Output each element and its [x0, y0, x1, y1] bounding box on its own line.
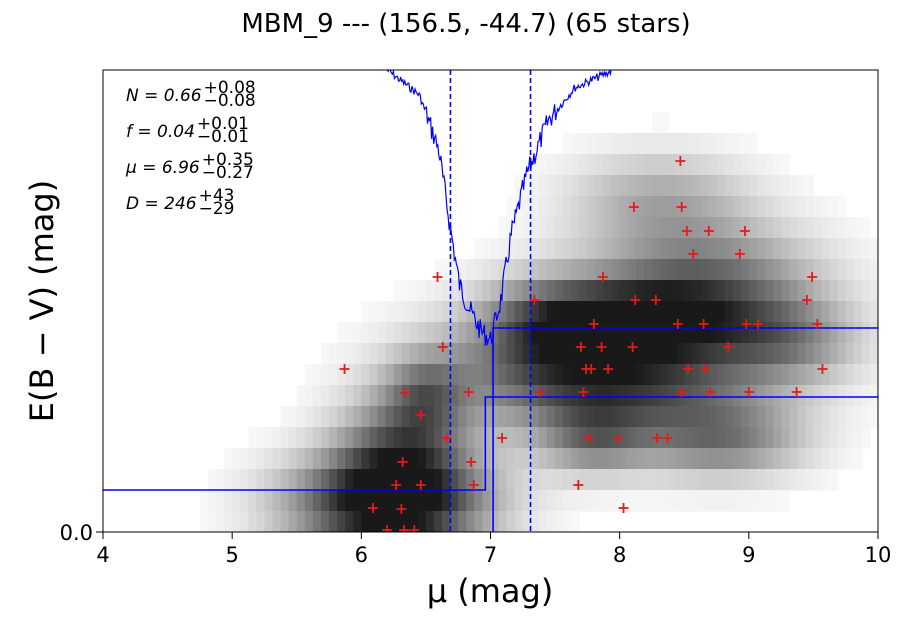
star-marker	[463, 387, 474, 397]
star-marker	[409, 525, 420, 532]
star-marker	[652, 433, 663, 443]
star-marker	[650, 295, 661, 305]
star-marker	[812, 319, 823, 329]
star-marker	[628, 202, 639, 212]
svg-text:−0.08: −0.08	[204, 91, 256, 111]
star-marker	[688, 249, 699, 259]
star-marker	[618, 503, 629, 513]
star-marker	[415, 480, 426, 490]
x-tick-label: 10	[865, 543, 892, 567]
fit-annotation: D = 246	[126, 194, 197, 214]
star-marker	[752, 319, 763, 329]
star-marker	[817, 364, 828, 374]
star-marker	[705, 387, 716, 397]
svg-text:+43: +43	[199, 186, 235, 206]
star-marker	[703, 226, 714, 236]
svg-text:−29: −29	[199, 199, 235, 219]
credible-interval-lines	[449, 70, 532, 532]
chart-title: MBM_9 --- (156.5, -44.7) (65 stars)	[241, 9, 690, 39]
density-heatmap	[199, 112, 878, 532]
star-marker	[396, 504, 407, 514]
svg-text:+0.35: +0.35	[202, 150, 254, 170]
star-marker	[672, 319, 683, 329]
y-tick-label: 0.0	[60, 521, 93, 545]
x-tick-label: 8	[613, 543, 626, 567]
star-marker	[534, 387, 545, 397]
star-marker	[529, 295, 540, 305]
x-tick-label: 7	[484, 543, 497, 567]
star-marker	[603, 364, 614, 374]
x-tick-label: 4	[96, 543, 109, 567]
svg-text:+0.08: +0.08	[204, 78, 256, 98]
star-marker	[739, 226, 750, 236]
star-marker	[339, 364, 350, 374]
star-marker	[497, 433, 508, 443]
star-marker	[397, 457, 408, 467]
x-ticks: 4 5 6 7 8 9 10	[96, 532, 891, 567]
star-marker	[575, 342, 586, 352]
star-marker	[676, 202, 687, 212]
star-markers	[339, 156, 828, 532]
plot-area	[103, 70, 878, 532]
x-tick-label: 5	[225, 543, 238, 567]
fit-annotations: N = 0.66 +0.08−0.08 f = 0.04 +0.01−0.01 μ = …	[125, 78, 256, 219]
distance-pdf-curve	[386, 70, 612, 346]
star-marker	[630, 295, 641, 305]
star-marker	[583, 433, 594, 443]
star-marker	[466, 457, 477, 467]
star-marker	[676, 387, 687, 397]
svg-text:+0.01: +0.01	[197, 114, 249, 134]
star-marker	[627, 342, 638, 352]
star-marker	[723, 342, 734, 352]
svg-text:−0.01: −0.01	[197, 127, 249, 147]
x-tick-label: 9	[742, 543, 755, 567]
fit-annotation: N = 0.66	[126, 86, 202, 106]
fit-annotation: μ = 6.96	[125, 158, 200, 178]
star-marker	[741, 319, 752, 329]
star-marker	[734, 249, 745, 259]
star-marker	[400, 388, 411, 398]
star-marker	[681, 226, 692, 236]
star-marker	[807, 272, 818, 282]
star-marker	[743, 387, 754, 397]
svg-text:−0.27: −0.27	[202, 163, 254, 183]
star-marker	[437, 342, 448, 352]
star-marker	[415, 410, 426, 420]
star-marker	[367, 503, 378, 513]
star-marker	[441, 433, 452, 443]
star-marker	[432, 272, 443, 282]
star-marker	[468, 480, 479, 490]
x-axis-label: μ (mag)	[427, 572, 554, 610]
star-marker	[398, 525, 409, 532]
star-marker	[801, 295, 812, 305]
star-marker	[675, 156, 686, 166]
y-axis-label: E(B − V) (mag)	[23, 180, 61, 422]
star-marker	[699, 364, 710, 374]
star-marker	[698, 319, 709, 329]
star-marker	[588, 319, 599, 329]
star-marker	[683, 364, 694, 374]
star-marker	[596, 342, 607, 352]
star-marker	[382, 525, 393, 532]
star-marker	[597, 272, 608, 282]
star-marker	[573, 480, 584, 490]
star-marker	[662, 433, 673, 443]
star-marker	[586, 364, 597, 374]
star-marker	[391, 480, 402, 490]
star-marker	[578, 387, 589, 397]
y-ticks: 0.0	[60, 521, 103, 545]
star-marker	[791, 387, 802, 397]
x-tick-label: 6	[355, 543, 368, 567]
star-marker	[613, 433, 624, 443]
fit-annotation: f = 0.04	[126, 122, 195, 142]
